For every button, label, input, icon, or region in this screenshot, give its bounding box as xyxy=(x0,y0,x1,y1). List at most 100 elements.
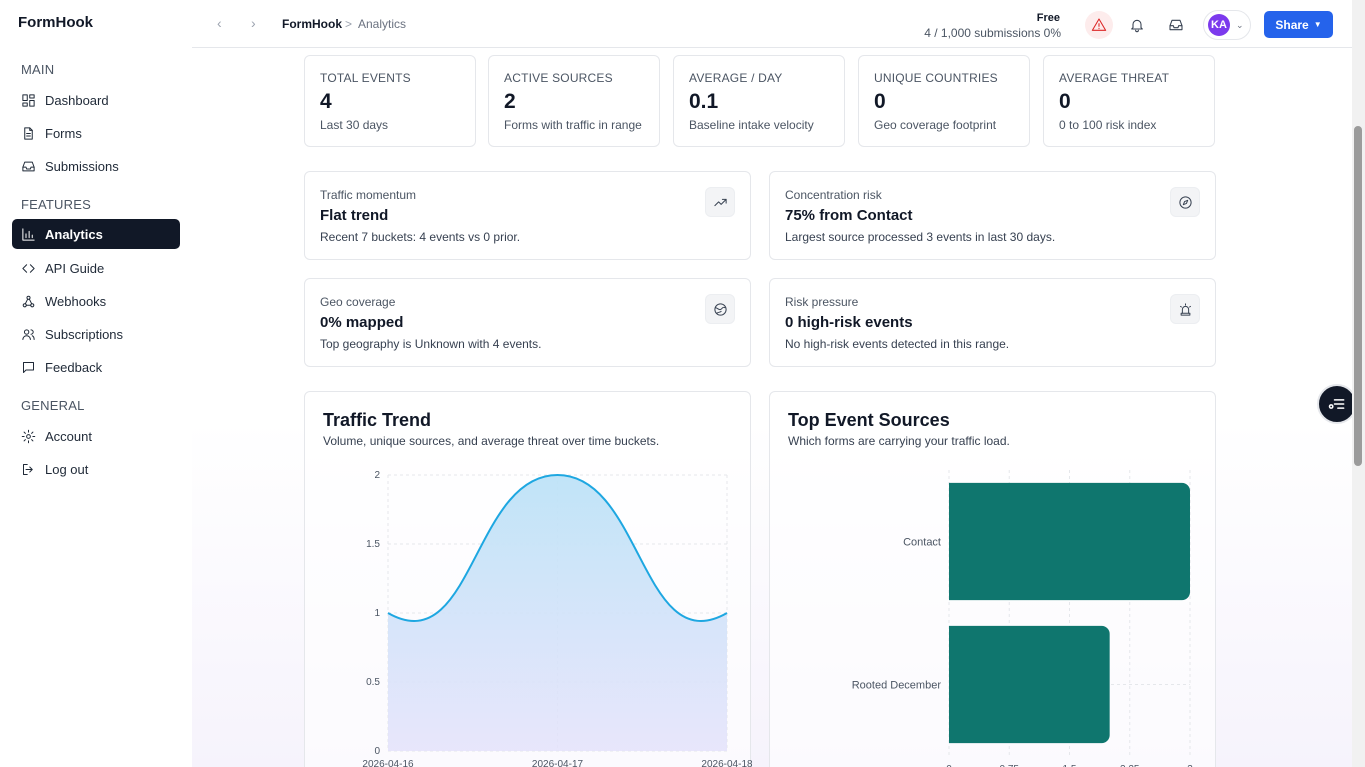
sidebar-item-label: Forms xyxy=(45,125,82,141)
insight-subtext: Top geography is Unknown with 4 events. xyxy=(320,337,542,351)
breadcrumb-root[interactable]: FormHook xyxy=(282,17,342,31)
sidebar-item-label: API Guide xyxy=(45,260,105,276)
insight-card-traffic-momentum: Traffic momentum Flat trend Recent 7 buc… xyxy=(304,171,751,260)
stat-subtext: Geo coverage footprint xyxy=(874,118,997,132)
stat-label: UNIQUE COUNTRIES xyxy=(874,71,998,85)
stat-subtext: Forms with traffic in range xyxy=(504,118,642,132)
insight-subtext: Recent 7 buckets: 4 events vs 0 prior. xyxy=(320,230,521,244)
top-event-sources-chart: 0 0.75 1.5 2.25 3 Contact Rooted December xyxy=(852,470,1193,767)
insight-title: 0% mapped xyxy=(320,314,404,331)
bar-chart-icon xyxy=(20,226,36,242)
insight-label: Concentration risk xyxy=(785,188,882,202)
sidebar-item-dashboard[interactable]: Dashboard xyxy=(12,85,180,115)
stat-subtext: Last 30 days xyxy=(320,118,389,132)
insight-title: 0 high-risk events xyxy=(785,314,913,331)
insight-subtext: Largest source processed 3 events in las… xyxy=(785,230,1056,244)
stat-value: 0.1 xyxy=(689,90,719,113)
y-tick-label: 2 xyxy=(374,470,380,481)
section-general-title: GENERAL xyxy=(21,398,85,413)
sidebar-item-label: Webhooks xyxy=(45,293,107,309)
share-button[interactable]: Share ▼ xyxy=(1264,11,1333,38)
stat-card-active-sources: ACTIVE SOURCES 2 Forms with traffic in r… xyxy=(488,55,660,147)
webhook-icon xyxy=(20,293,36,309)
category-label: Contact xyxy=(903,537,941,549)
chart-subtitle: Which forms are carrying your traffic lo… xyxy=(788,434,1010,448)
forward-arrow-icon[interactable]: › xyxy=(251,15,256,31)
sidebar-item-label: Subscriptions xyxy=(45,326,124,342)
compass-icon xyxy=(1170,187,1200,217)
x-tick-label: 3 xyxy=(1187,764,1193,767)
sidebar: FormHook MAIN Dashboard Forms Submission… xyxy=(0,0,192,767)
scrollbar-thumb[interactable] xyxy=(1354,126,1362,466)
dashboard-icon xyxy=(20,92,36,108)
insight-card-risk-pressure: Risk pressure 0 high-risk events No high… xyxy=(769,278,1216,367)
x-tick-label: 2026-04-16 xyxy=(362,759,414,767)
chart-title: Top Event Sources xyxy=(788,410,950,430)
y-tick-label: 1 xyxy=(374,608,380,619)
scrollbar[interactable] xyxy=(1352,0,1365,767)
section-features-title: FEATURES xyxy=(21,197,91,212)
sidebar-item-forms[interactable]: Forms xyxy=(12,118,180,148)
stat-value: 4 xyxy=(320,90,332,113)
chart-title: Traffic Trend xyxy=(323,410,432,430)
sidebar-item-account[interactable]: Account xyxy=(12,421,180,451)
section-main-title: MAIN xyxy=(21,62,55,77)
assistant-fab-button[interactable] xyxy=(1317,384,1357,424)
insight-label: Geo coverage xyxy=(320,295,396,309)
insight-subtext: No high-risk events detected in this ran… xyxy=(785,337,1010,351)
notifications-button[interactable] xyxy=(1123,11,1151,39)
top-bar: ‹ › FormHook > Analytics Free 4 / 1,000 … xyxy=(192,0,1352,48)
back-arrow-icon[interactable]: ‹ xyxy=(217,15,222,31)
trend-area xyxy=(388,475,727,751)
profile-menu[interactable]: KA ⌄ xyxy=(1203,10,1251,40)
traffic-trend-chart: 0 0.5 1 1.5 2 2026-04-16 2026-04-17 2026-04-18 xyxy=(362,470,752,767)
y-tick-label: 0.5 xyxy=(366,677,380,688)
stat-card-average-threat: AVERAGE THREAT 0 0 to 100 risk index xyxy=(1043,55,1215,147)
sidebar-item-logout[interactable]: Log out xyxy=(12,454,180,484)
stat-value: 0 xyxy=(1059,90,1071,113)
x-tick-label: 1.5 xyxy=(1063,764,1077,767)
inbox-icon xyxy=(1169,19,1183,31)
usage-text: 4 / 1,000 submissions 0% xyxy=(924,26,1061,40)
stat-subtext: 0 to 100 risk index xyxy=(1059,118,1157,132)
sidebar-item-label: Analytics xyxy=(45,226,103,242)
app-logo[interactable]: FormHook xyxy=(18,14,93,31)
category-label: Rooted December xyxy=(852,680,942,692)
bar xyxy=(949,625,1110,744)
stat-label: TOTAL EVENTS xyxy=(320,71,411,85)
chevron-down-icon: ⌄ xyxy=(1236,19,1244,30)
alert-button[interactable] xyxy=(1085,11,1113,39)
stat-label: ACTIVE SOURCES xyxy=(504,71,613,85)
plan-badge: Free xyxy=(1036,12,1060,24)
sidebar-item-label: Submissions xyxy=(45,158,119,174)
warning-icon xyxy=(1091,18,1107,31)
stat-label: AVERAGE / DAY xyxy=(689,71,783,85)
bar xyxy=(949,482,1190,601)
insight-title: 75% from Contact xyxy=(785,207,913,224)
list-icon xyxy=(1328,399,1345,409)
insight-card-geo-coverage: Geo coverage 0% mapped Top geography is … xyxy=(304,278,751,367)
avatar: KA xyxy=(1208,14,1230,36)
sidebar-item-webhooks[interactable]: Webhooks xyxy=(12,286,180,316)
traffic-trend-card: Traffic Trend Volume, unique sources, an… xyxy=(304,391,752,767)
sidebar-item-analytics[interactable]: Analytics xyxy=(12,219,180,249)
x-tick-label: 0.75 xyxy=(1000,764,1020,767)
sidebar-item-label: Dashboard xyxy=(45,92,109,108)
sidebar-item-api-guide[interactable]: API Guide xyxy=(12,253,180,283)
stat-card-average-per-day: AVERAGE / DAY 0.1 Baseline intake veloci… xyxy=(673,55,845,147)
insight-title: Flat trend xyxy=(320,207,389,224)
sidebar-item-subscriptions[interactable]: Subscriptions xyxy=(12,319,180,349)
users-icon xyxy=(20,326,36,342)
stat-value: 2 xyxy=(504,90,516,113)
x-tick-label: 2026-04-17 xyxy=(532,759,584,767)
sidebar-item-label: Log out xyxy=(45,461,89,477)
x-tick-label: 2.25 xyxy=(1120,764,1140,767)
share-label: Share xyxy=(1275,17,1309,32)
bell-icon xyxy=(1131,19,1143,33)
globe-icon xyxy=(705,294,735,324)
stat-subtext: Baseline intake velocity xyxy=(689,118,814,132)
sidebar-item-submissions[interactable]: Submissions xyxy=(12,151,180,181)
sidebar-item-feedback[interactable]: Feedback xyxy=(12,352,180,382)
inbox-button[interactable] xyxy=(1162,11,1190,39)
file-icon xyxy=(20,125,36,141)
